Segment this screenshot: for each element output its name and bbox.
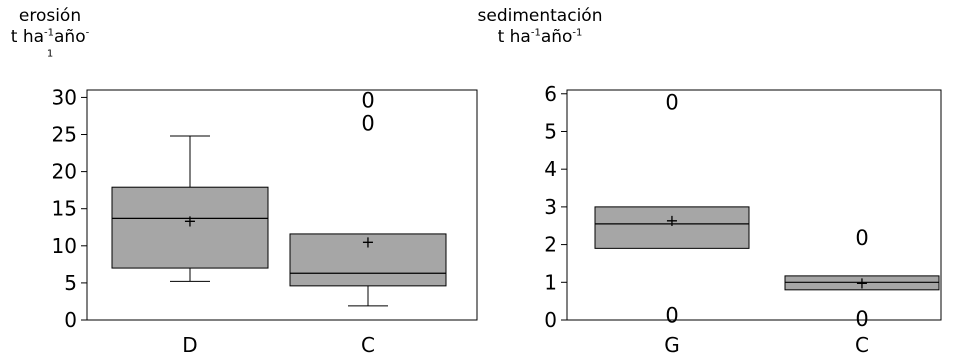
y-tick-label: 3	[544, 195, 557, 219]
unit-year: año	[54, 27, 86, 47]
outlier-point: 0	[855, 307, 868, 331]
chart-2-title-block: sedimentación t ha-1año-1	[460, 6, 620, 48]
chart-1-unit: t ha-1año-1	[8, 27, 92, 69]
chart-1-title-block: erosión t ha-1año-1	[8, 6, 92, 69]
box-c: +0 0	[784, 226, 940, 331]
outlier-point: 0	[665, 90, 678, 114]
x-tick-label: C	[361, 333, 375, 357]
mean-marker: +	[183, 212, 196, 231]
outlier-point: 0	[855, 226, 868, 250]
box-c: +00	[289, 89, 447, 307]
y-tick-label: 5	[64, 271, 77, 295]
unit-base: t ha	[10, 27, 45, 47]
mean-marker: +	[665, 211, 678, 230]
y-tick-label: 25	[52, 123, 77, 147]
y-tick-label: 0	[64, 308, 77, 332]
outlier-point: 0	[361, 112, 374, 136]
unit-exponent: -1	[44, 27, 55, 39]
box-d: +	[111, 135, 269, 282]
iqr-box	[111, 186, 269, 269]
iqr-box	[594, 206, 750, 249]
x-tick-label: C	[855, 333, 869, 357]
mean-marker: +	[361, 232, 374, 251]
plot-frame	[566, 89, 942, 321]
unit-year: año	[540, 27, 573, 47]
y-tick-label: 15	[52, 197, 77, 221]
box-g: +0 0	[594, 90, 750, 327]
unit-base: t ha	[497, 27, 531, 47]
y-tick-label: 0	[544, 308, 557, 332]
x-tick-label: G	[664, 333, 680, 357]
plot-frame	[86, 89, 478, 321]
iqr-box	[289, 233, 447, 287]
unit-exponent: -1	[46, 27, 90, 60]
y-tick-label: 10	[52, 234, 77, 258]
y-tick-label: 1	[544, 270, 557, 294]
outlier-point: 0	[665, 303, 678, 327]
chart-2-unit: t ha-1año-1	[460, 27, 620, 48]
x-tick-label: D	[182, 333, 197, 357]
chart-1-title: erosión	[18, 6, 82, 26]
unit-exponent: -1	[530, 27, 541, 39]
y-tick-label: 30	[52, 85, 77, 109]
outlier-point: 0	[361, 89, 374, 113]
y-tick-label: 5	[544, 119, 557, 143]
y-tick-label: 4	[544, 157, 557, 181]
y-tick-label: 6	[544, 82, 557, 106]
chart-2-title: sedimentación	[477, 6, 603, 26]
y-tick-label: 2	[544, 233, 557, 257]
y-tick-label: 20	[52, 160, 77, 184]
unit-exponent: -1	[572, 27, 583, 39]
mean-marker: +	[855, 273, 868, 292]
